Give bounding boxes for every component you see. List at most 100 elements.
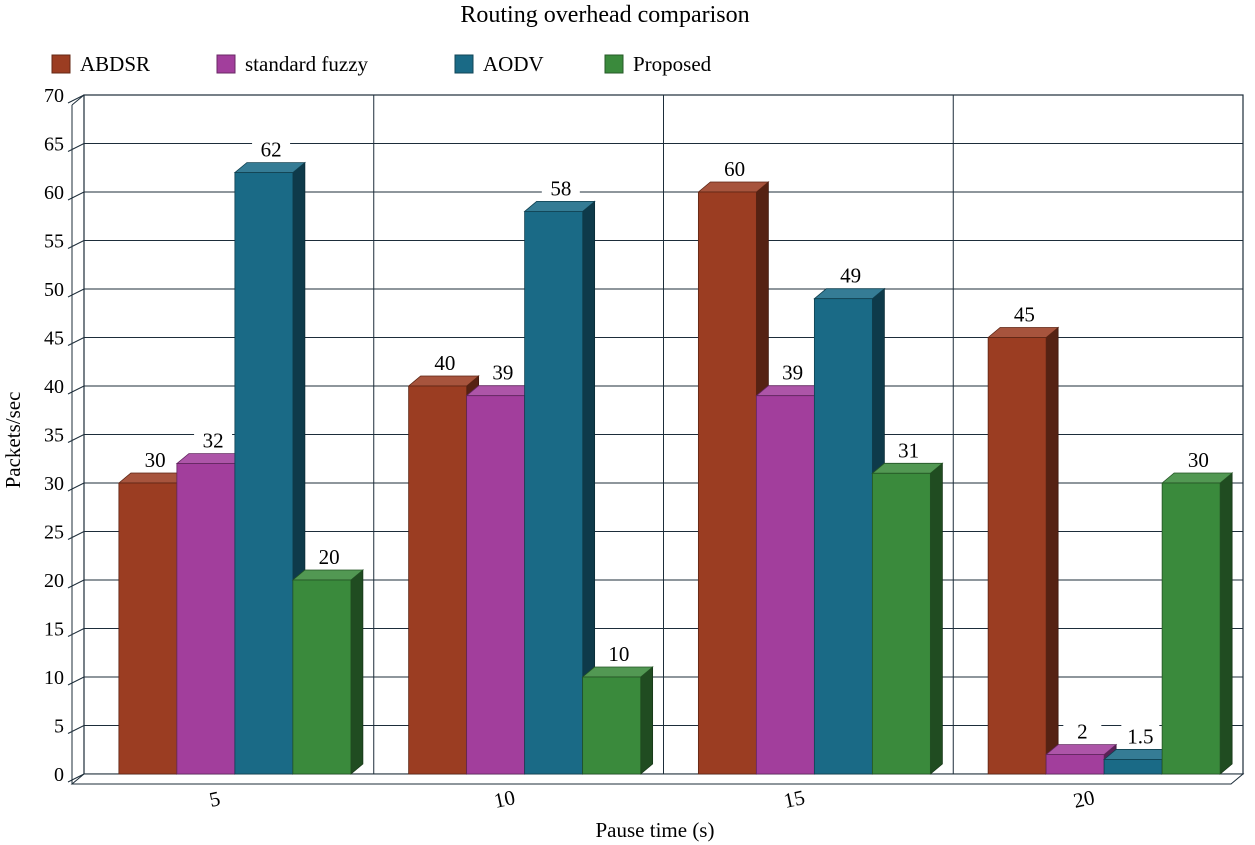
y-tick-label-40: 40	[44, 376, 64, 398]
data-label-standard-fuzzy-10: 39	[492, 361, 513, 385]
y-tick-mark-40	[67, 385, 85, 395]
data-label-bg	[136, 447, 175, 471]
data-label-bg	[715, 156, 754, 180]
data-label-bg	[831, 262, 870, 287]
legend-swatch-1	[216, 54, 236, 74]
data-label-standard-fuzzy-15: 39	[782, 361, 803, 385]
y-tick-mark-15	[67, 628, 85, 637]
data-label-proposed-10: 10	[608, 642, 629, 666]
bar-side	[1219, 472, 1233, 775]
x-tick-label-15: 15	[781, 785, 807, 813]
y-tick-mark-45	[67, 337, 85, 346]
data-label-proposed-5: 20	[319, 545, 340, 569]
y-tick-label-50: 50	[44, 279, 64, 301]
data-label-bg	[1121, 723, 1160, 748]
bar-proposed-20	[1161, 472, 1234, 775]
bar-top	[523, 200, 596, 212]
plot-corner	[71, 94, 85, 106]
chart-title: Routing overhead comparison	[460, 2, 749, 28]
bar-abdsr-20	[987, 326, 1060, 775]
y-tick-label-70: 70	[44, 85, 64, 107]
bar-top	[1045, 744, 1118, 755]
bar-proposed-5	[291, 569, 364, 775]
y-axis: 0 5 10 15 20 25 30 35 40 45 50 55 60 65 70	[44, 85, 85, 786]
y-tick-label-35: 35	[44, 425, 64, 447]
y-tick-mark-25	[67, 531, 85, 540]
legend-label-0: ABDSR	[80, 52, 150, 76]
data-label-abdsr-5: 30	[145, 448, 166, 472]
legend-label-2: AODV	[483, 52, 544, 76]
legend-label-3: Proposed	[633, 52, 712, 76]
y-tick-mark-60	[67, 191, 85, 201]
data-label-aodv-15: 49	[840, 264, 861, 288]
bar-front	[524, 210, 584, 775]
bar-top	[291, 569, 364, 581]
bar-front	[871, 472, 931, 775]
y-tick-mark-5	[67, 725, 85, 734]
bar-aodv-10	[523, 200, 596, 775]
y-tick-mark-20	[67, 579, 85, 589]
bar-top	[871, 462, 944, 474]
data-label-aodv-5: 62	[261, 138, 282, 162]
y-tick-mark-50	[67, 288, 85, 298]
data-label-bg	[483, 359, 522, 384]
bar-top	[813, 288, 886, 300]
data-label-abdsr-10: 40	[434, 351, 455, 375]
y-tick-label-55: 55	[44, 231, 64, 253]
bar-top	[987, 327, 1060, 338]
x-tick-label-5: 5	[207, 786, 222, 812]
bar-side	[929, 462, 943, 775]
y-tick-label-10: 10	[44, 667, 64, 689]
data-label-bg	[541, 175, 580, 200]
y-tick-label-45: 45	[44, 328, 64, 350]
data-label-bg	[425, 350, 464, 374]
legend: ABDSR standard fuzzy AODV Proposed	[51, 52, 712, 76]
y-tick-mark-10	[67, 676, 85, 686]
bar-front	[292, 579, 352, 775]
y-tick-mark-55	[67, 240, 85, 249]
bar-front	[118, 482, 178, 775]
bar-top	[233, 162, 306, 174]
data-label-bg	[773, 359, 812, 384]
bar-front	[1045, 754, 1105, 775]
y-tick-label-30: 30	[44, 473, 64, 495]
x-tick-label-10: 10	[492, 785, 518, 813]
bar-front	[1103, 759, 1163, 775]
legend-swatch-2	[454, 54, 474, 74]
y-tick-mark-30	[67, 482, 85, 492]
data-label-bg	[194, 427, 233, 452]
bars	[117, 161, 1234, 775]
bar-front	[755, 395, 815, 775]
y-tick-mark-65	[67, 143, 85, 152]
data-label-bg	[310, 544, 349, 568]
y-tick-label-15: 15	[44, 619, 64, 641]
data-labels: 30 32 62 20 40 39 58 10 60 39 49 31 45 2 1.5 30	[136, 136, 1218, 748]
data-label-abdsr-15: 60	[724, 157, 745, 181]
bar-side	[1045, 326, 1059, 775]
bar-front	[697, 191, 757, 775]
data-label-proposed-15: 31	[898, 438, 919, 462]
bar-top	[697, 181, 770, 193]
y-tick-label-25: 25	[44, 522, 64, 544]
legend-swatch-0	[51, 54, 71, 74]
bar-side	[350, 569, 364, 775]
bar-proposed-15	[871, 462, 944, 775]
data-label-standard-fuzzy-20: 2	[1077, 720, 1088, 744]
bar-front	[813, 298, 873, 775]
data-label-bg	[599, 641, 638, 665]
data-label-abdsr-20: 45	[1014, 303, 1035, 327]
bar-front	[1161, 482, 1221, 775]
y-tick-mark-0	[67, 773, 85, 783]
bar-front	[176, 463, 236, 775]
y-tick-label-5: 5	[54, 716, 64, 738]
legend-swatch-3	[604, 54, 624, 74]
bar-front	[408, 385, 468, 775]
data-label-bg	[1179, 447, 1218, 471]
data-label-bg	[1005, 301, 1044, 326]
y-tick-mark-35	[67, 434, 85, 443]
bar-front	[582, 676, 642, 775]
x-tick-label-20: 20	[1071, 785, 1097, 813]
bar-top	[1161, 472, 1234, 484]
y-tick-label-65: 65	[44, 134, 64, 156]
